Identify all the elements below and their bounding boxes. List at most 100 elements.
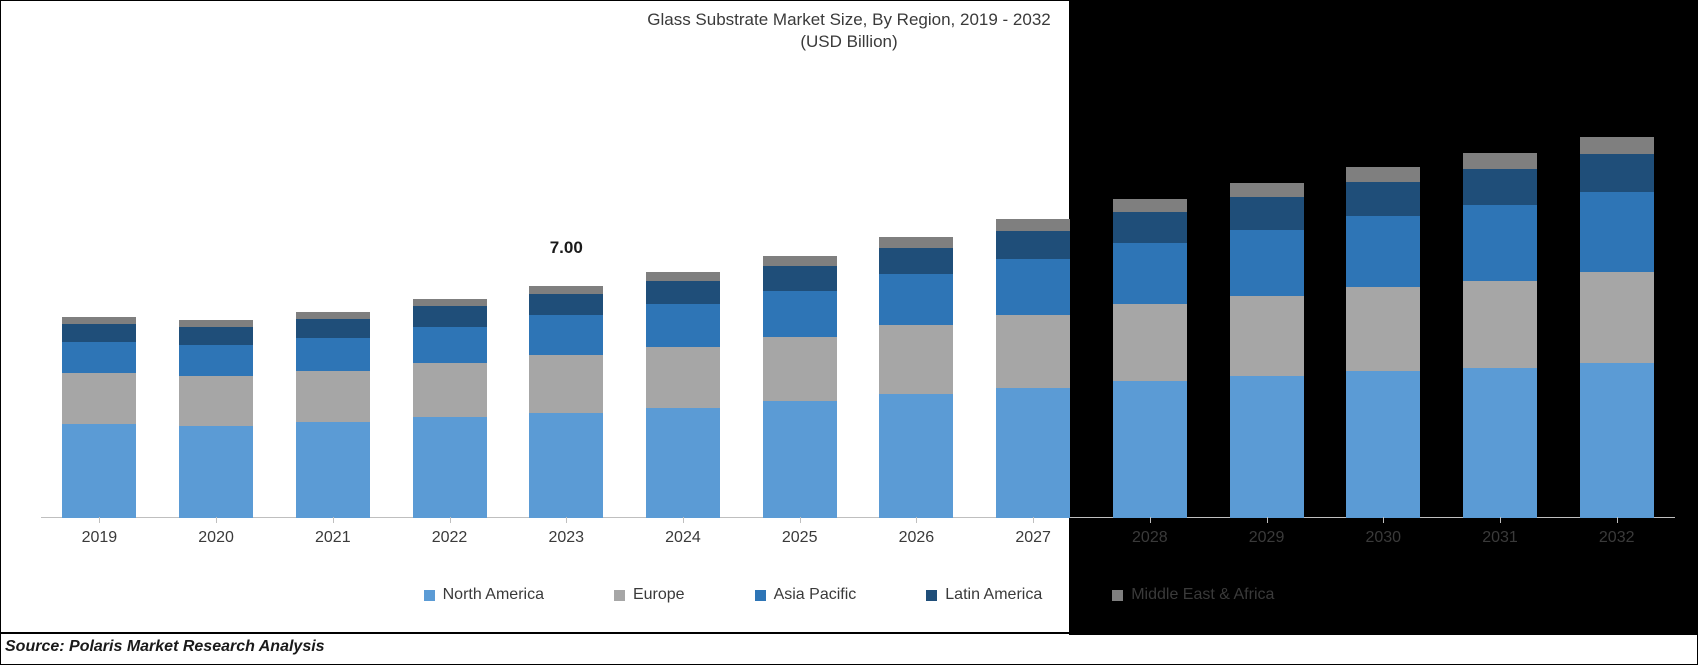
legend-item: Europe	[614, 586, 685, 604]
bar-slot	[1442, 73, 1559, 518]
bar-slot	[391, 73, 508, 518]
bar-slot: 7.00	[508, 73, 625, 518]
x-tick-label: 2024	[625, 529, 742, 547]
bar-segment	[296, 422, 370, 518]
stacked-bar	[1580, 137, 1654, 518]
x-tick-label: 2027	[975, 529, 1092, 547]
bar-segment	[763, 291, 837, 337]
legend-item: North America	[424, 586, 544, 604]
legend-label: Europe	[633, 586, 685, 604]
bar-segment	[1113, 243, 1187, 304]
source-divider	[1, 632, 1697, 634]
stacked-bar	[179, 320, 253, 518]
x-tick-label: 2020	[158, 529, 275, 547]
bar-segment	[413, 327, 487, 363]
stacked-bar	[62, 317, 136, 518]
legend-swatch	[424, 590, 435, 601]
bar-segment	[996, 219, 1070, 231]
bar-segment	[413, 299, 487, 307]
bar-segment	[763, 256, 837, 266]
bar-segment	[879, 325, 953, 394]
legend-swatch	[755, 590, 766, 601]
stacked-bar	[529, 286, 603, 518]
bar-segment	[529, 294, 603, 315]
x-tick-label: 2032	[1558, 529, 1675, 547]
bar-slot	[1208, 73, 1325, 518]
bar-segment	[1113, 381, 1187, 518]
bar-segment	[1346, 216, 1420, 287]
bar-segment	[1230, 230, 1304, 296]
legend-label: North America	[443, 586, 544, 604]
bar-segment	[1113, 212, 1187, 242]
bar-segment	[879, 248, 953, 274]
bar-segment	[996, 231, 1070, 259]
bar-segment	[62, 424, 136, 518]
bar-segment	[296, 319, 370, 338]
bar-segment	[1463, 169, 1537, 205]
x-tick-label: 2022	[391, 529, 508, 547]
x-tick-label: 2028	[1091, 529, 1208, 547]
x-tick-label: 2030	[1325, 529, 1442, 547]
legend-item: Middle East & Africa	[1112, 586, 1274, 604]
bar-slot	[975, 73, 1092, 518]
stacked-bar	[1346, 167, 1420, 518]
bar-segment	[179, 345, 253, 376]
bar-segment	[62, 373, 136, 424]
bar-segment	[646, 281, 720, 304]
bar-segment	[879, 394, 953, 518]
stacked-bar	[1463, 153, 1537, 518]
bar-segment	[1463, 368, 1537, 518]
bar-slot	[41, 73, 158, 518]
bar-slot	[1091, 73, 1208, 518]
bar-segment	[1580, 192, 1654, 273]
bar-segment	[646, 272, 720, 281]
x-tick-label: 2029	[1208, 529, 1325, 547]
bar-segment	[1230, 183, 1304, 197]
x-tick-label: 2023	[508, 529, 625, 547]
bar-slot	[158, 73, 275, 518]
bar-segment	[1230, 296, 1304, 377]
bar-segment	[1346, 371, 1420, 518]
bar-segment	[413, 363, 487, 417]
bar-segment	[646, 408, 720, 518]
bar-segment	[529, 315, 603, 355]
legend-swatch	[614, 590, 625, 601]
x-axis-labels: 2019202020212022202320242025202620272028…	[41, 529, 1675, 547]
bar-segment	[62, 342, 136, 373]
legend-item: Asia Pacific	[755, 586, 857, 604]
bar-segment	[179, 376, 253, 425]
x-tick-label: 2026	[858, 529, 975, 547]
stacked-bar	[413, 299, 487, 518]
bar-segment	[996, 315, 1070, 388]
plot-area: 7.00	[41, 73, 1675, 518]
x-tick-label: 2021	[274, 529, 391, 547]
bar-segment	[179, 426, 253, 518]
bar-segment	[1580, 272, 1654, 363]
stacked-bar	[646, 272, 720, 518]
bar-segment	[1580, 154, 1654, 192]
bar-segment	[1346, 167, 1420, 182]
stacked-bar	[296, 312, 370, 518]
bar-segment	[996, 259, 1070, 315]
bar-segment	[1346, 287, 1420, 371]
bar-slot	[274, 73, 391, 518]
bar-segment	[179, 320, 253, 327]
bar-segment	[1463, 205, 1537, 281]
bars-row: 7.00	[41, 73, 1675, 518]
bar-segment	[1463, 281, 1537, 368]
bar-segment	[296, 312, 370, 319]
bar-data-label: 7.00	[550, 238, 583, 258]
legend-label: Asia Pacific	[774, 586, 857, 604]
bar-segment	[763, 337, 837, 401]
bar-segment	[529, 355, 603, 413]
legend-label: Middle East & Africa	[1131, 586, 1274, 604]
bar-segment	[879, 274, 953, 325]
x-tick-label: 2019	[41, 529, 158, 547]
bar-segment	[62, 317, 136, 324]
bar-segment	[1230, 376, 1304, 518]
bar-segment	[996, 388, 1070, 518]
legend-swatch	[926, 590, 937, 601]
stacked-bar	[1113, 199, 1187, 518]
bar-slot	[1558, 73, 1675, 518]
bar-segment	[413, 306, 487, 326]
